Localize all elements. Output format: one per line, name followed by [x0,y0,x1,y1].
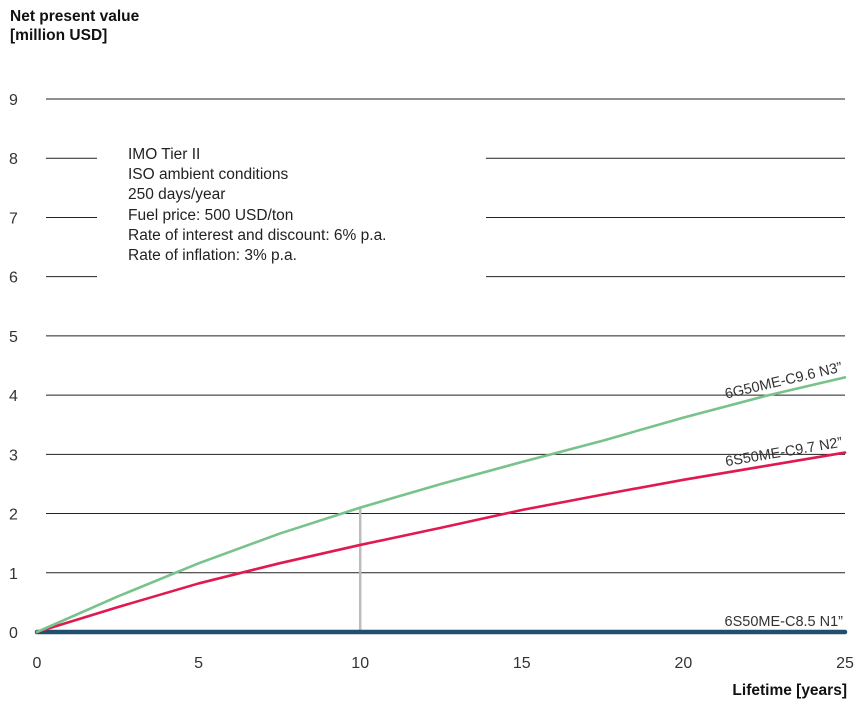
series-labels: 6G50ME-C9.6 N3”6S50ME-C9.7 N2”6S50ME-C8.… [723,360,844,630]
series-label: 6S50ME-C8.5 N1” [725,614,844,630]
x-tick-label: 0 [33,655,42,672]
annotation-line: ISO ambient conditions [128,166,289,184]
y-tick-label: 1 [9,566,18,583]
annotation-line: Fuel price: 500 USD/ton [128,206,294,224]
annotation-line: Rate of interest and discount: 6% p.a. [128,226,387,244]
y-tick-label: 8 [9,151,18,168]
y-tick-label: 4 [9,388,18,405]
x-tick-labels: 0 5 10 15 20 25 [33,655,854,672]
x-tick-label: 25 [836,655,854,672]
x-tick-label: 5 [194,655,203,672]
y-tick-label: 6 [9,270,18,287]
annotation-line: IMO Tier II [128,146,201,163]
y-tick-label: 9 [9,92,18,109]
grid-lines [46,98,845,574]
y-axis-title-line-1: Net present value [10,8,140,25]
y-tick-label: 5 [9,329,18,346]
y-tick-label: 3 [9,447,18,464]
y-tick-label: 0 [9,625,18,642]
x-tick-label: 10 [351,655,369,672]
series-line [35,376,847,634]
y-tick-label: 7 [9,210,18,227]
y-axis-title: Net present value [million USD] [10,7,139,45]
y-axis-title-line-2: [million USD] [10,27,108,44]
x-tick-label: 20 [675,655,693,672]
annotation-line: Rate of inflation: 3% p.a. [128,247,297,265]
series-label: 6S50ME-C9.7 N2” [724,435,844,471]
series-line [35,451,847,634]
annotation-line: 250 days/year [128,186,226,204]
y-tick-labels: 0 1 2 3 4 5 6 7 8 9 [9,92,18,642]
x-tick-label: 15 [513,655,531,672]
y-tick-label: 2 [9,507,18,524]
series-lines [34,376,848,635]
chart-annotation: IMO Tier II ISO ambient conditions 250 d… [128,145,387,266]
x-axis-title: Lifetime [years] [732,682,847,699]
